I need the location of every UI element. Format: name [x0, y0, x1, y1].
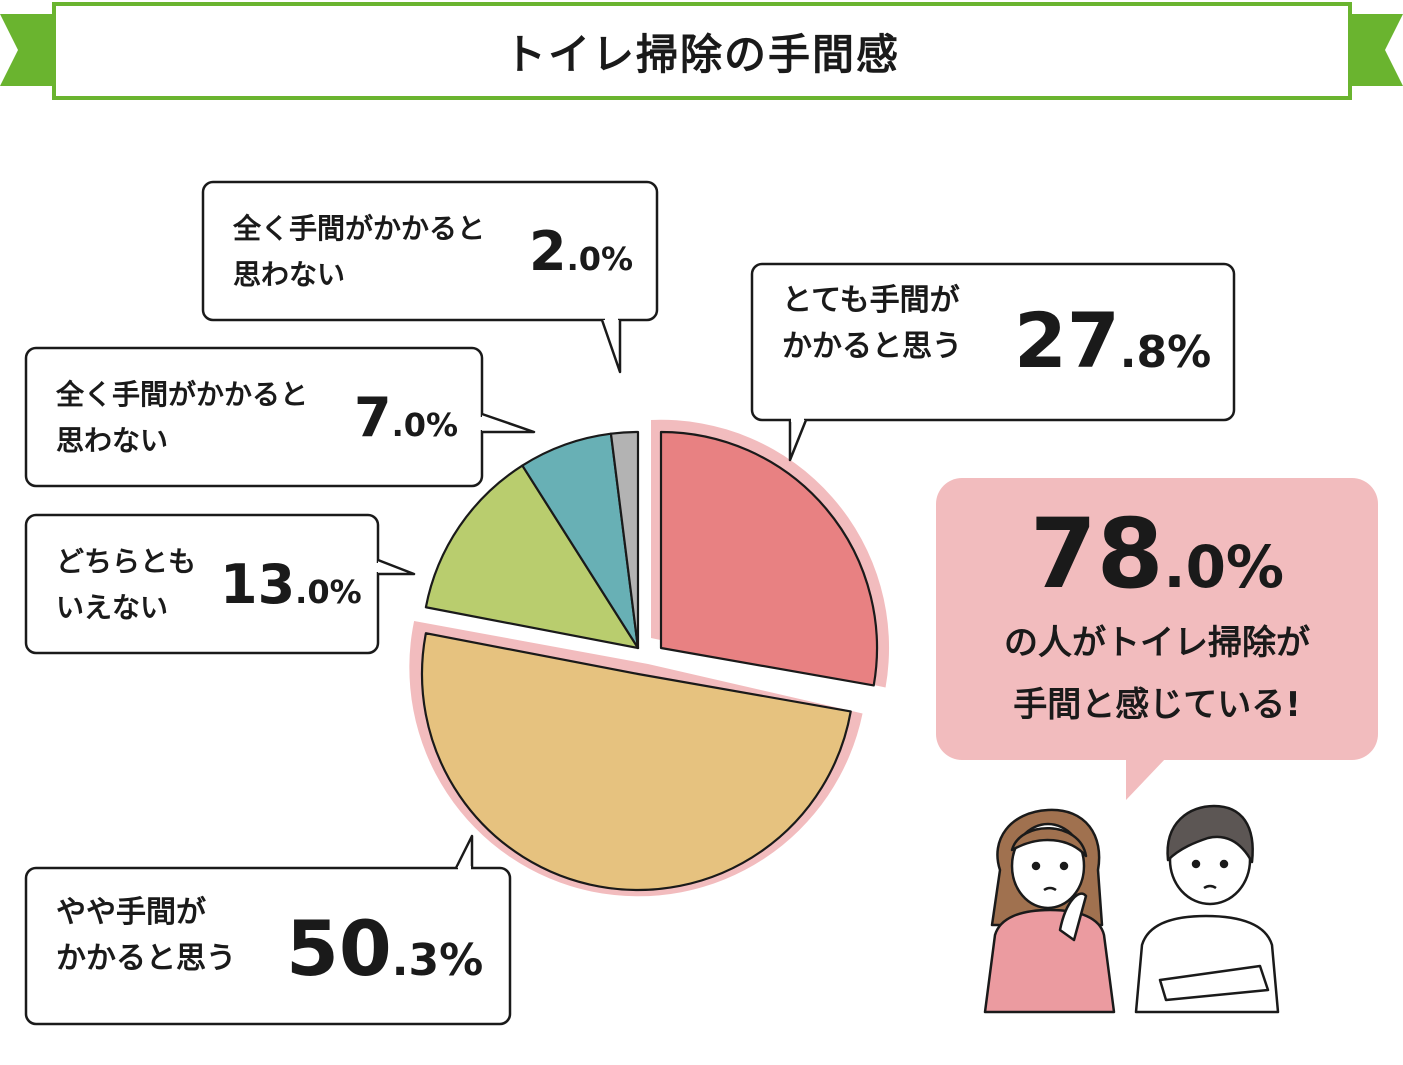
- slice-neutral: [424, 464, 640, 650]
- bubble-very: とても手間が かかると思う 27.8%: [752, 264, 1234, 420]
- bubble-none-label: 全く手間がかかると 思わない: [233, 212, 486, 291]
- bubble-neutral: どちらとも いえない 13.0%: [26, 515, 378, 653]
- slice-none: [609, 430, 640, 650]
- bubble-neutral-tail: [377, 558, 416, 576]
- summary-text: の人がトイレ掃除が 手間と感じている!: [1004, 623, 1310, 725]
- banner-box: [52, 2, 1352, 100]
- slice-some: [420, 632, 852, 892]
- bubble-some-value: 50.3%: [286, 904, 484, 993]
- bubble-notmuch-tail: [481, 412, 536, 434]
- bubble-none-value: 2.0%: [529, 220, 634, 283]
- title-banner: [0, 2, 1403, 100]
- summary-bubble-tail: [1126, 758, 1166, 800]
- bubble-none-box: [201, 180, 659, 322]
- bubble-very-label: とても手間が かかると思う: [782, 283, 962, 364]
- bubble-some-label: やや手間が かかると思う: [56, 895, 236, 976]
- bubble-notmuch-label: 全く手間がかかると 思わない: [56, 378, 309, 457]
- bubble-notmuch-value: 7.0%: [354, 386, 459, 449]
- banner-ribbon-right: [1347, 14, 1403, 86]
- bubble-neutral-value: 13.0%: [220, 553, 362, 616]
- banner-ribbon-left: [0, 14, 56, 86]
- summary-bubble-box: [936, 478, 1378, 760]
- slice-very: [659, 430, 879, 687]
- bubble-notmuch: 全く手間がかかると 思わない 7.0%: [26, 348, 482, 486]
- bubble-neutral-box: [24, 513, 380, 655]
- bubble-very-tail: [788, 419, 808, 462]
- bubble-none: 全く手間がかかると 思わない 2.0%: [203, 182, 657, 320]
- bubble-very-value: 27.8%: [1014, 296, 1212, 385]
- man-illustration: [1134, 804, 1280, 1014]
- bubble-neutral-label: どちらとも いえない: [56, 545, 197, 624]
- bubble-some-tail: [454, 834, 474, 869]
- woman-illustration: [983, 808, 1116, 1014]
- bubble-some: やや手間が かかると思う 50.3%: [26, 868, 510, 1024]
- chart-title: トイレ掃除の手間感: [503, 29, 900, 79]
- bubble-none-tail: [600, 319, 622, 374]
- summary-bubble: 78.0% の人がトイレ掃除が 手間と感じている!: [936, 478, 1378, 758]
- summary-value: 78.0%: [1029, 498, 1285, 610]
- bubble-very-box: [750, 262, 1236, 422]
- bubble-some-box: [24, 866, 512, 1026]
